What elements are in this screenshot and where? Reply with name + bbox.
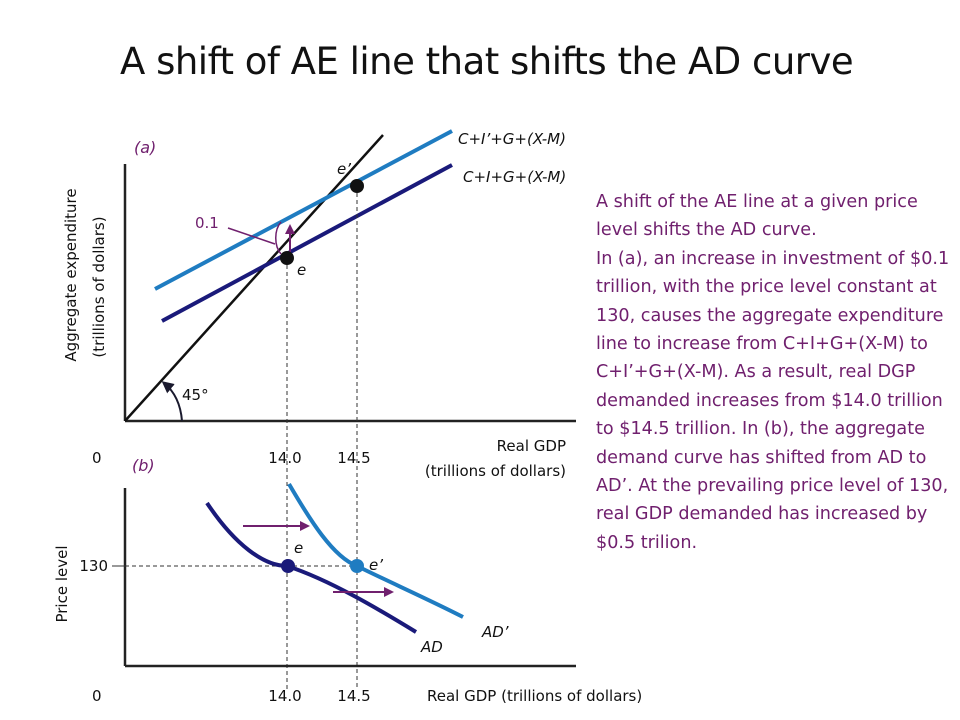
ad-prime-curve: [287, 482, 464, 619]
panel-b-origin: 0: [92, 687, 102, 705]
panel-a-label: (a): [134, 138, 156, 157]
shift-leader-line: [227, 227, 276, 245]
panel-a-x-axis-label-2: (trillions of dollars): [425, 462, 566, 480]
panel-a-x-tick-14-0: 14.0: [268, 449, 301, 467]
angle-arc-arrow: [161, 381, 183, 422]
forty-five-degree-line: [124, 134, 384, 422]
point-e-prime-label-a: e’: [337, 160, 351, 178]
explanation-text: A shift of the AE line at a given price …: [596, 188, 956, 557]
point-e-label-a: e: [297, 261, 306, 279]
panel-b-y-tick-130: 130: [79, 557, 108, 575]
point-e-a: [280, 251, 294, 265]
panel-b-x-axis-label: Real GDP (trillions of dollars): [427, 687, 642, 705]
point-e-label-b: e: [294, 539, 303, 557]
explanation-line-2: In (a), an increase in investment of $0.…: [596, 248, 950, 553]
explanation-line-1: A shift of the AE line at a given price …: [596, 192, 918, 241]
panel-a-y-axis-label-1: Aggregate expenditure: [62, 188, 80, 361]
page-title: A shift of AE line that shifts the AD cu…: [120, 40, 854, 83]
panel-b-x-tick-14-5: 14.5: [337, 687, 370, 705]
panel-b-y-axis-label: Price level: [53, 545, 71, 622]
point-e-b: [281, 559, 295, 573]
panel-b-x-tick-14-0: 14.0: [268, 687, 301, 705]
panel-a-x-axis-label-1: Real GDP: [497, 437, 566, 455]
point-e-prime-a: [350, 179, 364, 193]
panel-a-origin: 0: [92, 449, 102, 467]
panel-a-y-axis-label-2: (trillions of dollars): [90, 216, 108, 357]
shift-bracket: [275, 221, 282, 255]
panel-b-label: (b): [132, 456, 155, 475]
panel-a: 0.1 45° e e’ C+I’+G+(X-M) C+I+G+(X-M) (a…: [62, 129, 576, 690]
point-e-prime-b: [350, 559, 364, 573]
panel-a-x-tick-14-5: 14.5: [337, 449, 370, 467]
panel-b: e e’ AD AD’ (b) Price level 130 0 14.0 1…: [53, 456, 642, 705]
ae-old-line-label: C+I+G+(X-M): [463, 168, 566, 186]
ad-curve-label: AD: [420, 638, 443, 656]
point-e-prime-label-b: e’: [369, 556, 383, 574]
angle-label: 45°: [182, 386, 209, 404]
shift-label: 0.1: [195, 214, 219, 232]
ae-line-new: [154, 129, 453, 291]
ae-new-line-label: C+I’+G+(X-M): [458, 130, 566, 148]
ad-prime-curve-label: AD’: [481, 623, 509, 641]
ae-line-old: [161, 163, 453, 323]
